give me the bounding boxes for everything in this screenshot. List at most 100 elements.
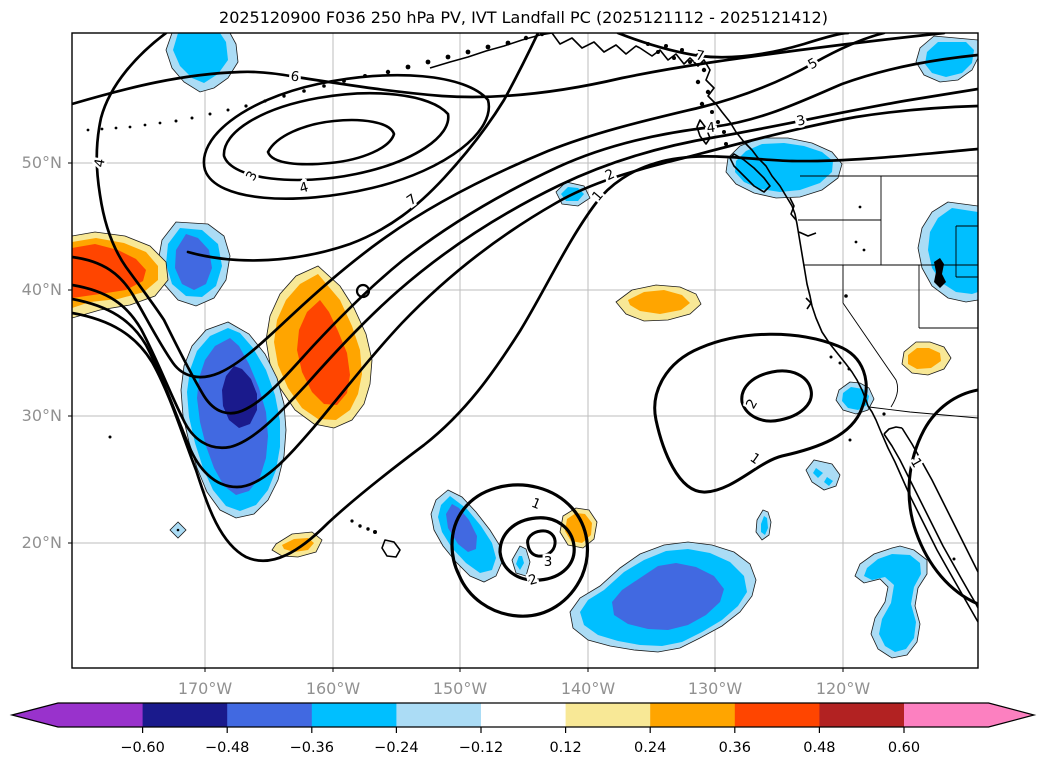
colorbar-tick-label: −0.12 <box>459 740 503 756</box>
contour-label: 6 <box>290 69 300 86</box>
contour-label: 3 <box>795 112 807 130</box>
plot-frame <box>71 32 979 669</box>
y-tick-label: 50°N <box>22 153 62 172</box>
island-dot <box>724 142 728 146</box>
x-tick-label: 120°W <box>816 679 871 698</box>
contour-label: 1 <box>589 188 607 205</box>
shading-tropics-negative <box>612 563 724 630</box>
chart-title: 2025120900 F036 250 hPa PV, IVT Landfall… <box>219 8 828 27</box>
colorbar-tick-label: −0.24 <box>374 740 418 756</box>
colorbar-outline <box>9 702 1037 728</box>
coastline-path <box>429 33 553 69</box>
shading-low-center-sliver <box>516 556 524 570</box>
coastline-path <box>639 47 978 623</box>
axis-ticks: 170°W 160°W 150°W 140°W 130°W 120°W 50°N 40°N 30… <box>22 153 871 698</box>
island-dot <box>699 101 705 107</box>
island-dot <box>680 48 684 52</box>
island-dot <box>86 128 90 132</box>
island-dot <box>244 104 248 108</box>
pc-shading <box>72 33 978 659</box>
island-dot <box>539 33 545 37</box>
colorbar-segment <box>58 703 144 727</box>
island-dot <box>108 435 112 439</box>
border-path <box>842 265 899 408</box>
shading-aleutian-north-negative <box>173 33 228 83</box>
shading-low-west-negative <box>446 504 477 552</box>
island-dot <box>100 127 104 131</box>
island-dot <box>672 56 676 60</box>
island-dot <box>358 524 362 528</box>
contour-label: 1 <box>529 495 543 513</box>
island-dot <box>505 40 511 46</box>
colorbar-segment <box>819 703 905 727</box>
pv-contour-low-ring-1 <box>450 483 590 618</box>
island-dot <box>114 126 118 130</box>
island-dot <box>385 69 391 75</box>
island-dot <box>716 120 720 124</box>
shading-baja-offshore-negative <box>864 554 921 652</box>
y-tick-label: 40°N <box>22 280 62 299</box>
island-dot <box>858 205 862 209</box>
colorbar-segment <box>227 703 313 727</box>
colorbar-tick-label: −0.48 <box>205 740 249 756</box>
colorbar-arrow-left <box>12 703 58 727</box>
pv-contour-ridge-ring-3 <box>266 118 396 166</box>
coastline-path <box>883 426 903 435</box>
island-dot <box>485 44 491 50</box>
pv-contours <box>72 33 978 618</box>
x-tick-label: 160°W <box>306 679 361 698</box>
pv-contour-jet-7-east <box>616 33 850 59</box>
island-dot <box>710 110 714 114</box>
contour-label: 4 <box>91 157 108 168</box>
island-dot <box>350 519 354 523</box>
island-dot <box>882 412 886 416</box>
colorbar-segment <box>565 703 651 727</box>
island-dot <box>282 94 286 98</box>
coastline-path <box>789 197 797 221</box>
contour-label: 7 <box>694 47 705 64</box>
island-dot <box>366 527 370 531</box>
island-dot <box>174 119 178 123</box>
shading-offshore-speck <box>824 477 833 486</box>
island-dot <box>829 355 833 359</box>
island-dot <box>688 60 692 64</box>
coastline-path <box>381 539 401 558</box>
island-dot <box>128 125 132 129</box>
colorbar-arrow-right <box>988 703 1034 727</box>
pv-contour-jet-1 <box>72 147 978 563</box>
pv-contour-east-ring-1 <box>653 332 868 494</box>
state-borders <box>798 175 978 419</box>
coastline-path <box>805 297 812 310</box>
shading-offshore-speck <box>813 468 823 478</box>
pv-contour-jet-7-wrap <box>186 33 540 262</box>
y-tick-label: 30°N <box>22 406 62 425</box>
island-dot <box>190 116 194 120</box>
island-dot <box>847 367 851 371</box>
contour-label: 3 <box>544 554 553 570</box>
colorbar-segment <box>311 703 397 727</box>
island-dot <box>854 240 858 244</box>
colorbar-tick-label: 0.36 <box>719 740 751 756</box>
pv-contour-low-ring-3 <box>526 529 557 558</box>
lake <box>934 258 946 288</box>
island-dot <box>695 79 701 85</box>
island-dot <box>226 108 230 112</box>
island-dot <box>465 49 471 55</box>
island-dot <box>373 530 377 534</box>
colorbar-tick-label: −0.60 <box>120 740 164 756</box>
x-tick-label: 140°W <box>561 679 616 698</box>
island-dot <box>445 54 451 60</box>
coastline-path <box>901 427 978 573</box>
pv-contour-jet-4 <box>95 33 978 415</box>
shading-east-positive-elongated <box>628 290 690 314</box>
island-dot <box>425 59 431 65</box>
island-dot <box>523 35 529 41</box>
contour-label: 4 <box>298 179 310 197</box>
colorbar-segment <box>142 703 228 727</box>
pv-contour-low-ring-2 <box>498 516 576 582</box>
shading-nw-pacific-negative <box>175 234 212 290</box>
x-tick-label: 130°W <box>688 679 743 698</box>
